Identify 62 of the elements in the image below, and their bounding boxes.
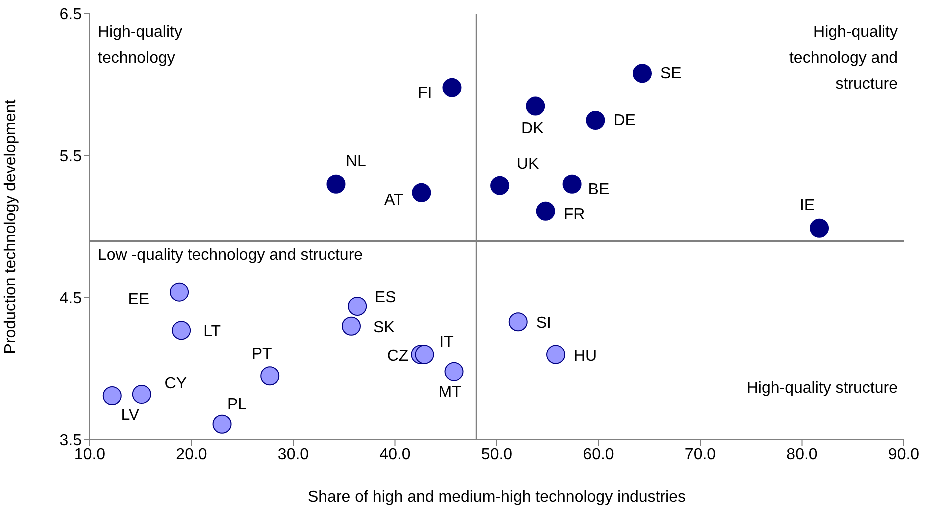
x-tick-label: 40.0 [380, 446, 411, 464]
annotation: High-quality structure [746, 379, 898, 399]
point [536, 202, 556, 221]
series-label: UK [516, 156, 540, 173]
series-label: DE [614, 112, 636, 130]
point [212, 414, 232, 434]
x-tick-label: 90.0 [888, 446, 920, 464]
series-label: ES [374, 290, 396, 307]
annotation: High-quality technology [98, 23, 184, 69]
series-label: CY [164, 376, 188, 393]
point [326, 174, 346, 194]
x-tick-label: 80.0 [786, 446, 818, 464]
annotation: High-quality technology and structure [788, 23, 898, 95]
series-label: SK [373, 319, 396, 336]
series-label: CZ [387, 348, 409, 365]
point [342, 316, 361, 336]
series-label: SE [660, 66, 682, 83]
series-label: PT [252, 346, 273, 364]
series-label: BE [588, 181, 610, 198]
series-label: EE [128, 291, 150, 308]
point [442, 78, 462, 98]
series-label: FR [564, 206, 586, 224]
y-tick-label: 4.5 [60, 290, 82, 308]
point [415, 345, 434, 364]
series-label: MT [438, 384, 462, 401]
point [586, 111, 606, 130]
series-label: FI [418, 84, 432, 102]
point [412, 183, 432, 202]
y-axis-title: Production technology development [2, 99, 20, 354]
point [348, 297, 368, 316]
series-label: IT [440, 334, 454, 351]
point [546, 345, 566, 364]
annotation: Low -quality technology and structure [98, 246, 364, 266]
y-tick-label: 6.5 [60, 6, 82, 24]
series-label: PL [227, 396, 248, 414]
series-label: LV [121, 406, 140, 424]
point [172, 321, 192, 340]
point [444, 362, 464, 382]
point [508, 312, 528, 332]
series-label: HU [574, 348, 598, 365]
series-label: DK [522, 120, 544, 138]
point [810, 218, 830, 238]
point [102, 386, 122, 406]
point [526, 96, 546, 116]
x-tick-label: 50.0 [481, 446, 513, 464]
series-label: AT [384, 192, 404, 209]
point [490, 176, 510, 196]
series-label: NL [346, 153, 367, 170]
x-tick-label: 30.0 [278, 446, 310, 464]
point [260, 366, 280, 386]
point [170, 282, 190, 302]
point [132, 385, 152, 404]
x-tick-label: 70.0 [684, 446, 716, 464]
x-tick-label: 20.0 [176, 446, 208, 464]
point [633, 64, 652, 84]
x-tick-label: 60.0 [583, 446, 614, 464]
x-axis-title: Share of high and medium-high technology industries [308, 489, 686, 506]
point [562, 174, 582, 194]
y-tick-label: 5.5 [60, 148, 82, 166]
series-label: IE [800, 197, 816, 214]
series-label: SI [536, 315, 552, 332]
series-label: LT [204, 324, 222, 341]
